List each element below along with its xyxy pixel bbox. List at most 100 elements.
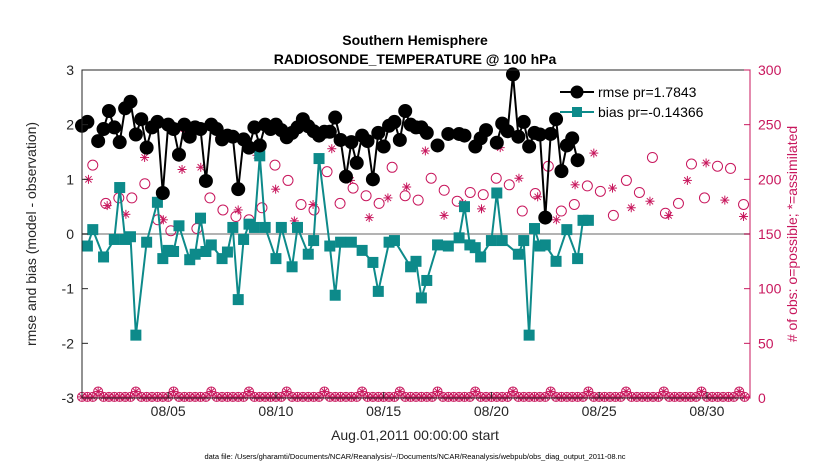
right-tick-label: 50 bbox=[758, 335, 774, 351]
bias-point bbox=[442, 240, 454, 252]
assimilated-count-marker bbox=[525, 392, 534, 401]
asterisk-stroke bbox=[671, 393, 678, 401]
asterisk-stroke bbox=[421, 147, 429, 155]
assimilated-count-marker bbox=[239, 392, 248, 401]
assimilated-count-marker bbox=[498, 392, 507, 401]
possible-count-marker bbox=[490, 172, 502, 184]
possible-count-marker bbox=[295, 198, 307, 210]
asterisk-stroke bbox=[170, 388, 177, 395]
assimilated-count-marker bbox=[304, 392, 313, 401]
chart-subtitle: RADIOSONDE_TEMPERATURE @ 100 hPa bbox=[274, 51, 557, 67]
asterisk-stroke bbox=[601, 393, 608, 401]
assimilated-count-marker bbox=[719, 392, 728, 401]
asterisk-stroke bbox=[536, 393, 544, 401]
rmse-point bbox=[489, 135, 504, 150]
rmse-point bbox=[344, 135, 359, 150]
possible-count-marker bbox=[130, 386, 141, 397]
x-tick-label: 08/30 bbox=[689, 403, 724, 419]
assimilated-count-marker bbox=[546, 387, 555, 396]
asterisk-stroke bbox=[105, 393, 113, 401]
possible-count-marker bbox=[698, 192, 710, 204]
assimilated-count-marker bbox=[471, 387, 480, 396]
asterisk-stroke bbox=[305, 393, 312, 401]
asterisk-stroke bbox=[213, 393, 220, 401]
asterisk-stroke bbox=[534, 193, 542, 201]
asterisk-stroke bbox=[434, 388, 441, 395]
asterisk-stroke bbox=[224, 393, 231, 401]
possible-count-marker bbox=[691, 391, 702, 402]
assimilated-count-marker bbox=[584, 387, 593, 396]
possible-count-marker bbox=[87, 391, 98, 402]
asterisk-stroke bbox=[655, 393, 662, 401]
possible-count-marker bbox=[269, 159, 281, 171]
asterisk-stroke bbox=[499, 393, 506, 401]
assimilated-count-marker bbox=[659, 387, 668, 396]
possible-count-marker bbox=[581, 180, 593, 192]
bias-point bbox=[335, 236, 347, 248]
assimilated-count-marker bbox=[616, 392, 625, 401]
assimilated-count-marker bbox=[608, 183, 618, 193]
bias-point bbox=[550, 255, 562, 267]
x-tick-label: 08/25 bbox=[582, 403, 617, 419]
rmse-point bbox=[565, 131, 580, 146]
asterisk-stroke bbox=[721, 196, 729, 204]
bias-point bbox=[469, 242, 481, 254]
bias-point bbox=[270, 253, 282, 265]
asterisk-stroke bbox=[558, 393, 565, 401]
asterisk-stroke bbox=[84, 175, 92, 183]
asterisk-stroke bbox=[132, 388, 140, 395]
assimilated-count-marker bbox=[422, 392, 431, 401]
asterisk-stroke bbox=[531, 393, 538, 401]
left-tick-label: -3 bbox=[62, 390, 75, 406]
rmse-point bbox=[231, 182, 246, 197]
possible-count-marker bbox=[734, 386, 745, 397]
bias-point bbox=[518, 235, 530, 247]
bias-point bbox=[195, 212, 207, 224]
bias-point bbox=[491, 187, 503, 199]
left-tick-label: -1 bbox=[62, 281, 75, 297]
asterisk-stroke bbox=[407, 393, 414, 401]
assimilated-count-marker bbox=[102, 201, 112, 211]
asterisk-stroke bbox=[698, 388, 705, 395]
bias-point bbox=[372, 285, 384, 297]
bias-point bbox=[458, 201, 470, 213]
assimilated-count-marker bbox=[735, 387, 744, 396]
possible-count-marker bbox=[351, 391, 362, 402]
possible-count-marker bbox=[594, 185, 606, 197]
possible-count-marker bbox=[545, 386, 556, 397]
possible-count-marker bbox=[276, 391, 287, 402]
assimilated-count-marker bbox=[477, 204, 487, 214]
asterisk-stroke bbox=[719, 393, 727, 401]
asterisk-stroke bbox=[89, 393, 96, 401]
assimilated-count-marker bbox=[428, 392, 437, 401]
legend-bias-label: bias pr=-0.14366 bbox=[598, 104, 704, 120]
legend-rmse-marker bbox=[570, 85, 584, 99]
bias-point bbox=[561, 224, 573, 236]
rmse-point bbox=[91, 134, 106, 149]
asterisk-stroke bbox=[353, 393, 360, 401]
asterisk-stroke bbox=[440, 211, 448, 219]
chart-title: Southern Hemisphere bbox=[342, 32, 488, 48]
possible-count-marker bbox=[200, 391, 211, 402]
possible-count-marker bbox=[633, 186, 645, 198]
possible-count-marker bbox=[672, 197, 684, 209]
asterisk-stroke bbox=[256, 393, 263, 401]
bias-point bbox=[453, 232, 465, 244]
bias-point bbox=[259, 221, 271, 233]
assimilated-count-marker bbox=[665, 392, 674, 401]
x-tick-label: 08/05 bbox=[151, 403, 186, 419]
right-tick-label: 200 bbox=[758, 171, 782, 187]
asterisk-stroke bbox=[159, 393, 166, 401]
rmse-point bbox=[360, 134, 375, 149]
asterisk-stroke bbox=[590, 149, 598, 157]
assimilated-count-marker bbox=[228, 392, 237, 401]
possible-count-marker bbox=[93, 386, 104, 397]
bias-point bbox=[512, 248, 524, 260]
asterisk-stroke bbox=[251, 393, 258, 401]
asterisk-stroke bbox=[687, 393, 694, 401]
asterisk-stroke bbox=[348, 393, 355, 401]
rmse-point bbox=[171, 147, 186, 162]
possible-count-marker bbox=[314, 391, 325, 402]
bias-point bbox=[98, 251, 110, 263]
